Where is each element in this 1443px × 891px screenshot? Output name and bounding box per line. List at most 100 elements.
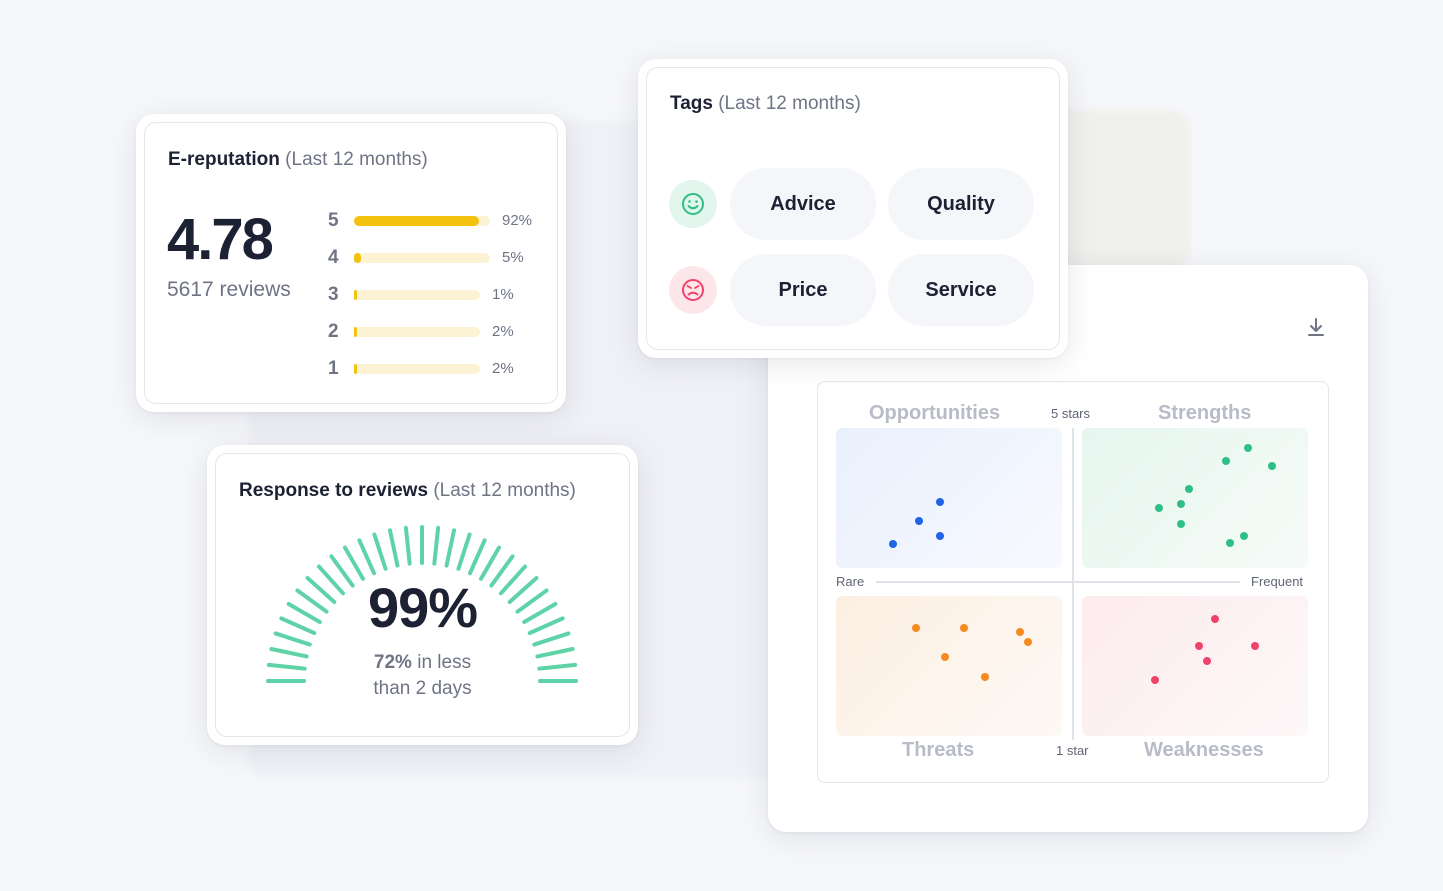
gauge-tick — [273, 631, 312, 647]
threat-dot — [912, 624, 920, 632]
swot-matrix: Opportunities Strengths 5 stars Rare Fre… — [817, 381, 1329, 783]
rating-bar-fill — [354, 216, 480, 226]
response-title-main: Response to reviews — [239, 480, 429, 501]
strength-dot — [1222, 457, 1230, 465]
gauge-tick — [522, 602, 558, 624]
weaknesses-label: Weaknesses — [1144, 739, 1264, 761]
gauge-tick — [372, 532, 388, 571]
gauge-tick — [479, 545, 501, 581]
rating-row-5: 5 92% — [328, 210, 548, 232]
response-card: Response to reviews (Last 12 months) 99%… — [207, 445, 638, 745]
rating-percent: 2% — [492, 360, 514, 377]
gauge-tick — [329, 554, 355, 588]
rating-star-label: 3 — [328, 284, 339, 305]
tags-title-main: Tags — [670, 93, 713, 114]
gauge-tick — [537, 662, 578, 671]
rating-star-label: 4 — [328, 247, 339, 268]
gauge-tick — [507, 575, 539, 605]
response-gauge — [266, 525, 578, 683]
weaknesses-quadrant — [1082, 596, 1308, 736]
threat-dot — [981, 673, 989, 681]
axis-bottom-label: 1 star — [1056, 743, 1089, 758]
vertical-axis-line — [1072, 428, 1074, 740]
gauge-tick — [456, 532, 472, 571]
strength-dot — [1177, 520, 1185, 528]
gauge-tick — [305, 575, 337, 605]
strength-dot — [1244, 444, 1252, 452]
tags-card: Tags (Last 12 months) Advice Quality Pri… — [638, 59, 1068, 358]
swot-card: Opportunities Strengths 5 stars Rare Fre… — [768, 265, 1368, 832]
threat-dot — [1024, 638, 1032, 646]
strengths-quadrant — [1082, 428, 1308, 568]
weakness-dot — [1195, 642, 1203, 650]
negative-mood-badge — [669, 266, 717, 314]
gauge-tick — [403, 525, 412, 566]
strength-dot — [1226, 539, 1234, 547]
opportunities-label: Opportunities — [869, 402, 1001, 424]
strength-dot — [1240, 532, 1248, 540]
e-reputation-title: E-reputation (Last 12 months) — [168, 149, 428, 171]
rating-percent: 5% — [502, 249, 524, 266]
tag-advice[interactable]: Advice — [730, 168, 876, 240]
opportunity-dot — [936, 498, 944, 506]
tag-service[interactable]: Service — [888, 254, 1034, 326]
review-count: 5617 reviews — [167, 278, 291, 301]
gauge-tick — [535, 646, 575, 659]
response-subtext: in less — [417, 652, 472, 673]
axis-right-label: Frequent — [1251, 574, 1304, 589]
gauge-tick — [432, 525, 441, 566]
strength-dot — [1177, 500, 1185, 508]
gauge-tick — [532, 631, 571, 647]
rating-row-1: 1 2% — [328, 358, 548, 380]
positive-mood-badge — [669, 180, 717, 228]
weakness-dot — [1151, 676, 1159, 684]
opportunity-dot — [915, 517, 923, 525]
opportunity-dot — [889, 540, 897, 548]
download-icon[interactable] — [1306, 316, 1326, 338]
gauge-tick — [316, 564, 346, 596]
rating-bar-fill — [354, 327, 357, 337]
rating-percent: 2% — [492, 323, 514, 340]
e-reputation-card: E-reputation (Last 12 months) 4.78 5617 … — [136, 114, 566, 412]
gauge-tick — [489, 554, 515, 588]
weakness-dot — [1203, 657, 1211, 665]
strengths-label: Strengths — [1158, 402, 1252, 424]
opportunities-quadrant — [836, 428, 1062, 568]
rating-bar-fill — [354, 290, 357, 300]
threat-dot — [1016, 628, 1024, 636]
gauge-tick — [286, 602, 322, 624]
threats-quadrant — [836, 596, 1062, 736]
angry-face-icon — [682, 279, 704, 301]
gauge-tick — [357, 538, 377, 576]
tag-price[interactable]: Price — [730, 254, 876, 326]
gauge-tick — [269, 646, 309, 659]
gauge-tick — [515, 588, 549, 614]
rating-star-label: 1 — [328, 358, 339, 379]
tags-title: Tags (Last 12 months) — [670, 93, 861, 115]
opportunity-dot — [936, 532, 944, 540]
gauge-tick — [279, 616, 317, 636]
strength-dot — [1155, 504, 1163, 512]
rating-bar-track — [354, 253, 490, 263]
gauge-tick — [295, 588, 329, 614]
e-reputation-card-border — [144, 122, 558, 404]
response-subtext-line1: 72% in less — [207, 652, 638, 674]
response-title: Response to reviews (Last 12 months) — [239, 480, 576, 502]
rating-row-3: 3 1% — [328, 284, 548, 306]
response-rate: 99% — [367, 576, 478, 639]
response-subtext-line2: than 2 days — [373, 678, 472, 699]
gauge-tick — [467, 538, 487, 576]
rating-bar-track — [354, 216, 490, 226]
rating-bar-track — [354, 364, 480, 374]
weakness-dot — [1211, 615, 1219, 623]
smile-icon — [682, 193, 704, 215]
e-reputation-period: (Last 12 months) — [285, 149, 428, 170]
rating-bar-fill — [354, 253, 361, 263]
rating-star-label: 2 — [328, 321, 339, 342]
rating-bar-track — [354, 290, 480, 300]
gauge-tick — [266, 662, 307, 671]
response-fast-percent: 72% — [373, 652, 412, 673]
tag-quality[interactable]: Quality — [888, 168, 1034, 240]
threat-dot — [960, 624, 968, 632]
gauge-tick — [498, 564, 528, 596]
